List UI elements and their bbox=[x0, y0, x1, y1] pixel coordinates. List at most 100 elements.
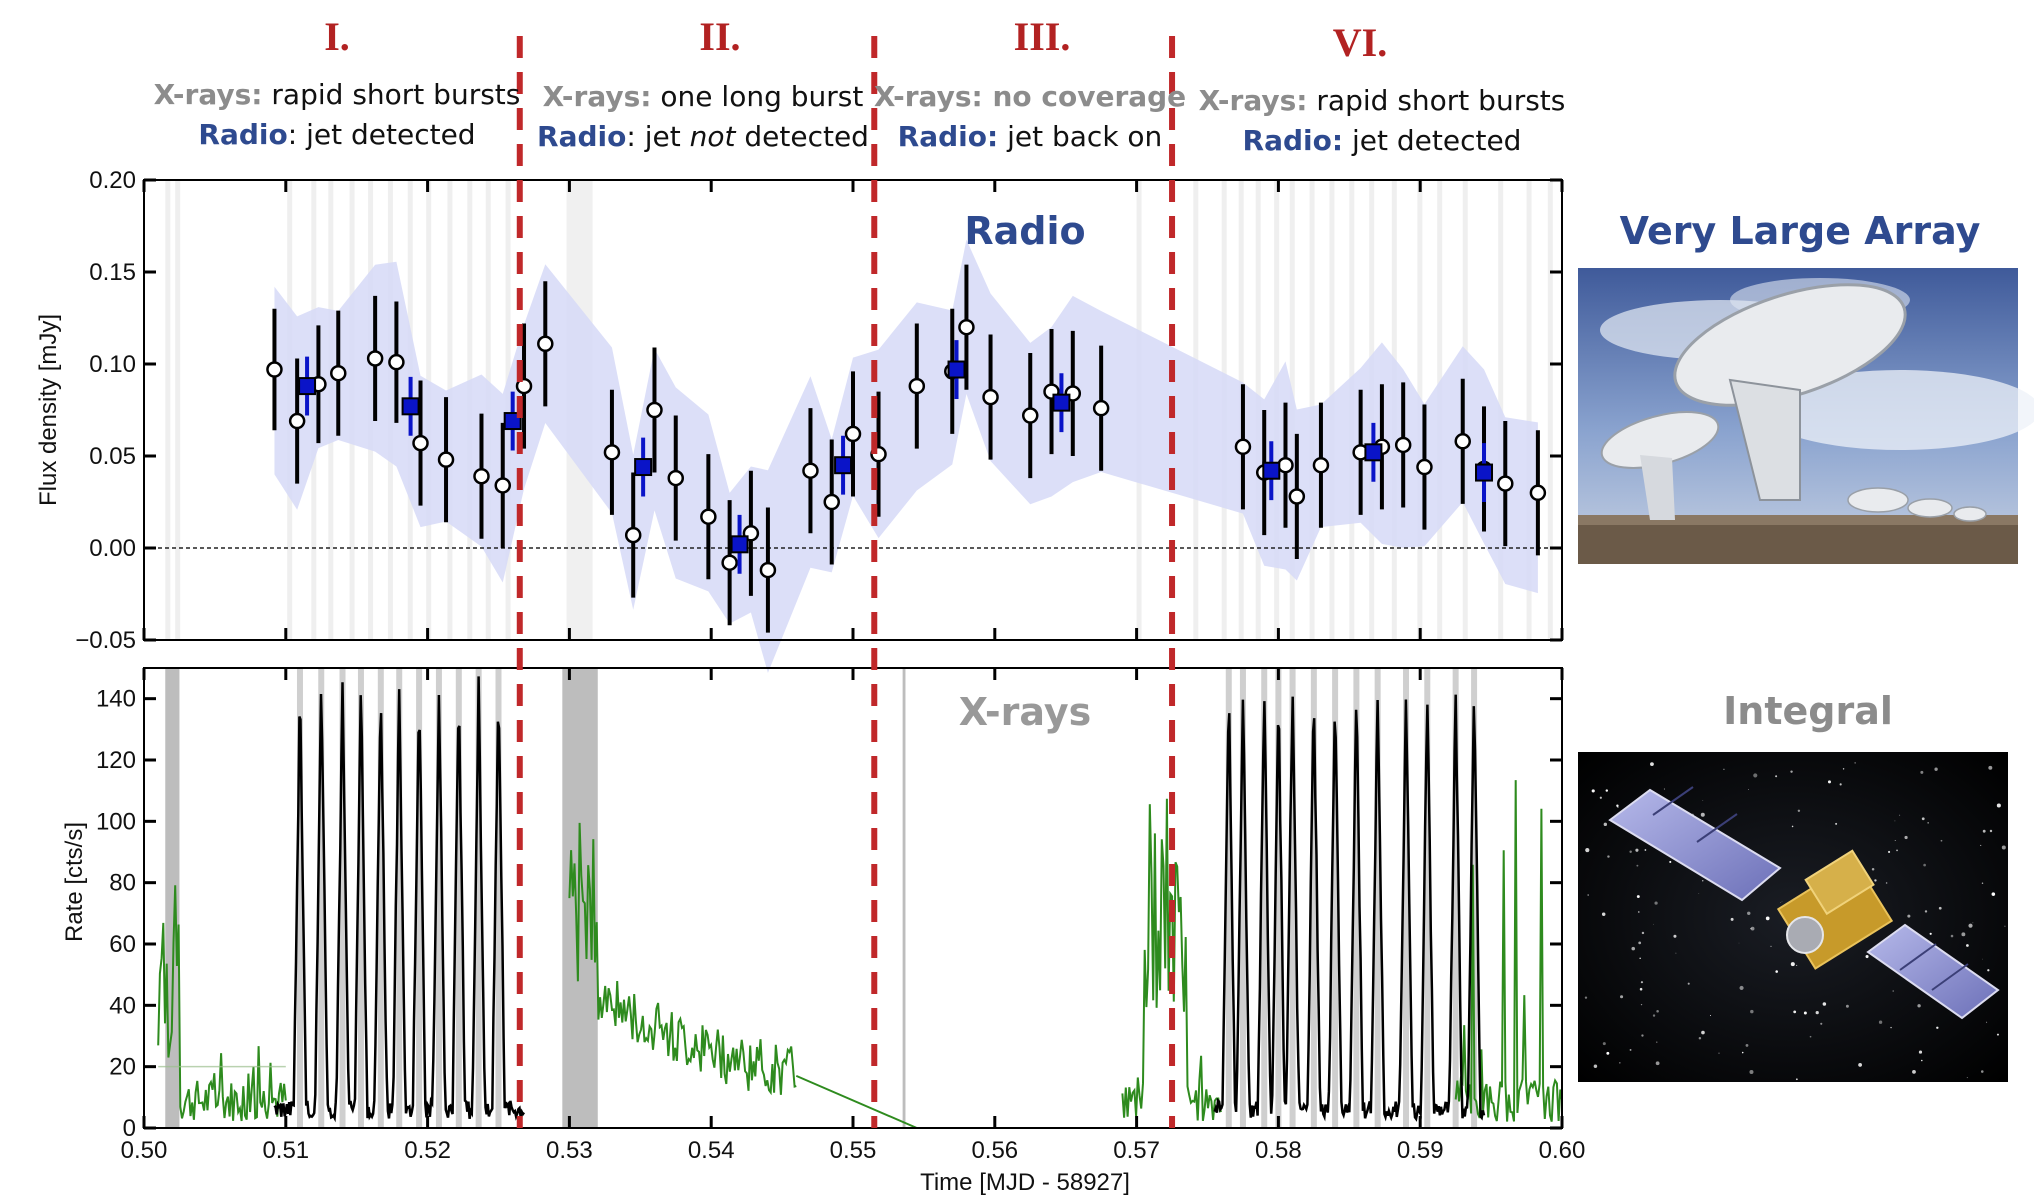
phase-xray-desc: X-rays: no coverage bbox=[874, 80, 1186, 113]
star bbox=[1629, 850, 1632, 853]
phase-numeral: III. bbox=[1014, 14, 1071, 59]
star bbox=[1996, 1033, 1999, 1036]
phase-numeral: VI. bbox=[1333, 20, 1387, 65]
star bbox=[1929, 932, 1932, 935]
xray-burst-band bbox=[495, 668, 502, 1128]
star bbox=[1878, 1020, 1883, 1024]
star bbox=[1803, 1011, 1807, 1015]
binned-data-point bbox=[947, 360, 966, 379]
star bbox=[1599, 796, 1602, 799]
star bbox=[1718, 1052, 1720, 1054]
star bbox=[1593, 1064, 1598, 1069]
xray-burst-band bbox=[357, 668, 364, 1128]
star bbox=[1602, 1042, 1606, 1046]
binned-data-point bbox=[1262, 461, 1281, 480]
star bbox=[1780, 902, 1782, 903]
star bbox=[1629, 1048, 1632, 1051]
star bbox=[1920, 770, 1924, 774]
xray-burst-band bbox=[1289, 668, 1296, 1128]
y-tick-label: 0.05 bbox=[89, 443, 136, 470]
binned-data-point bbox=[1052, 393, 1071, 412]
radio-data-point bbox=[537, 335, 554, 353]
star bbox=[1921, 1059, 1923, 1062]
x-tick-label: 0.55 bbox=[830, 1137, 877, 1164]
star bbox=[1888, 850, 1891, 854]
data-layer bbox=[144, 264, 1563, 1129]
binned-data-point bbox=[634, 458, 653, 477]
star bbox=[1616, 804, 1619, 807]
xray-burst-band bbox=[1225, 668, 1232, 1128]
star bbox=[1738, 942, 1740, 944]
xray-burst-band bbox=[455, 668, 462, 1128]
phase-header-1: I. X-rays: rapid short bursts Radio: jet… bbox=[154, 14, 521, 151]
radio-data-point bbox=[288, 412, 306, 430]
xray-green-curve bbox=[157, 885, 287, 1122]
phase-header-2: II. X-rays: one long burst Radio: jet no… bbox=[537, 14, 869, 153]
star bbox=[1988, 765, 1993, 770]
star bbox=[1966, 1076, 1968, 1079]
star bbox=[1815, 1011, 1819, 1015]
y-tick-label: 80 bbox=[109, 870, 136, 897]
star bbox=[1653, 923, 1654, 925]
xray-burst-band bbox=[1471, 668, 1478, 1128]
star bbox=[1591, 789, 1595, 793]
xray-burst-band bbox=[318, 668, 325, 1128]
star bbox=[1687, 982, 1690, 985]
star bbox=[1989, 829, 1993, 833]
star bbox=[1603, 822, 1608, 827]
star bbox=[1797, 809, 1801, 813]
radio-data-point bbox=[1288, 488, 1306, 505]
star bbox=[1652, 1014, 1656, 1017]
xray-gap-band bbox=[165, 668, 180, 1128]
y-tick-label: 0 bbox=[123, 1115, 136, 1142]
star bbox=[1795, 1078, 1798, 1081]
star bbox=[1775, 970, 1778, 973]
star bbox=[1601, 912, 1606, 917]
star bbox=[1917, 1004, 1921, 1008]
star bbox=[1702, 800, 1704, 801]
star bbox=[1607, 855, 1610, 858]
x-tick-label: 0.52 bbox=[404, 1137, 451, 1164]
star bbox=[1961, 932, 1966, 937]
y-tick-label: 60 bbox=[109, 931, 136, 958]
star bbox=[1842, 768, 1845, 770]
xray-burst-band bbox=[416, 668, 423, 1128]
star bbox=[1865, 954, 1869, 959]
binned-data-point bbox=[1475, 463, 1494, 482]
radio-data-point bbox=[721, 554, 738, 571]
radio-data-point bbox=[494, 477, 512, 494]
star bbox=[1968, 923, 1973, 928]
xray-burst-band bbox=[1403, 668, 1410, 1128]
phase-radio-desc: Radio: jet back on bbox=[898, 120, 1163, 153]
radio-data-point bbox=[1234, 438, 1252, 456]
exposure-band bbox=[165, 180, 171, 640]
star bbox=[1650, 762, 1654, 766]
xray-burst-band bbox=[1424, 668, 1431, 1128]
star bbox=[1809, 1035, 1812, 1038]
phase-radio-desc: Radio: jet detected bbox=[1243, 124, 1522, 157]
vla-title: Very Large Array bbox=[1620, 209, 1981, 253]
star bbox=[1747, 911, 1751, 915]
star bbox=[1656, 1041, 1658, 1043]
radio-data-point bbox=[982, 388, 999, 406]
star bbox=[1700, 812, 1705, 817]
star bbox=[1770, 945, 1772, 948]
x-tick-label: 0.51 bbox=[262, 1137, 309, 1164]
star bbox=[1640, 981, 1644, 984]
star bbox=[1636, 864, 1639, 867]
phase-xray-desc: X-rays: rapid short bursts bbox=[154, 78, 521, 111]
radio-data-point bbox=[700, 508, 717, 525]
star bbox=[1750, 1009, 1754, 1014]
star bbox=[1749, 1069, 1754, 1075]
radio-y-axis-title: Flux density [mJy] bbox=[35, 314, 62, 506]
y-tick-label: 0.20 bbox=[89, 167, 136, 194]
xray-burst-band bbox=[1374, 668, 1381, 1128]
phase-numeral: I. bbox=[324, 14, 350, 59]
star bbox=[1654, 901, 1658, 905]
xray-green-curve bbox=[1454, 780, 1563, 1122]
star bbox=[1793, 1010, 1797, 1014]
y-tick-label: 40 bbox=[109, 992, 136, 1019]
radio-data-point bbox=[1277, 456, 1294, 474]
x-axis-title: Time [MJD - 58927] bbox=[920, 1169, 1130, 1196]
